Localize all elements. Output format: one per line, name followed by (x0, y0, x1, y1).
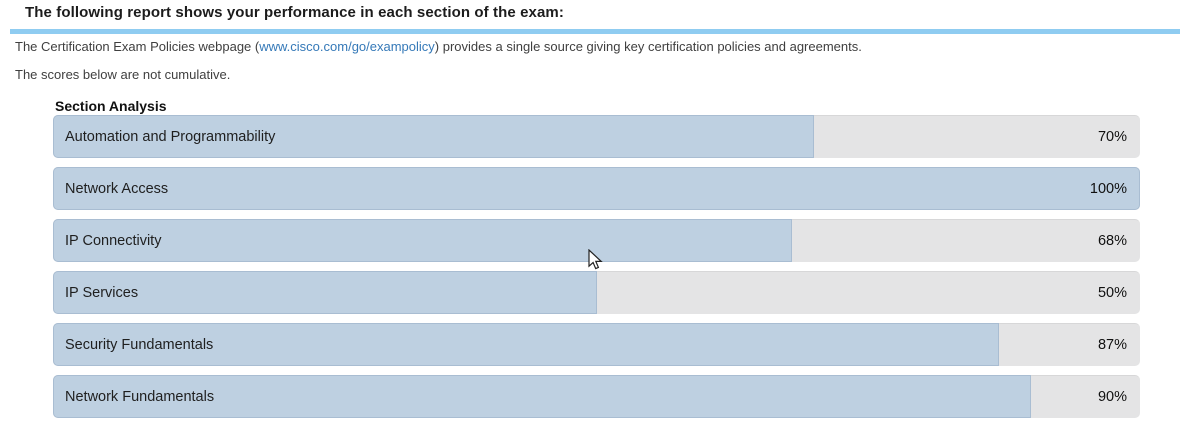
policy-text-after: ) provides a single source giving key ce… (434, 39, 862, 54)
section-bar-fill (53, 219, 793, 262)
section-bar-percent: 70% (1097, 129, 1127, 145)
page-title: The following report shows your performa… (25, 4, 564, 21)
cumulative-note: The scores below are not cumulative. (15, 67, 231, 82)
section-bar-row: IP Services 50% (53, 271, 1140, 314)
section-analysis-chart: Automation and Programmability 70% Netwo… (53, 115, 1140, 427)
section-bar-label: Automation and Programmability (65, 129, 276, 145)
section-bar-fill (53, 323, 999, 366)
section-bar-percent: 100% (1089, 181, 1127, 197)
section-bar-fill (53, 167, 1140, 210)
section-bar-label: Network Access (65, 181, 169, 197)
section-bar-row: IP Connectivity 68% (53, 219, 1140, 262)
section-bar-row: Network Fundamentals 90% (53, 375, 1140, 418)
title-divider (10, 29, 1180, 34)
section-bar-row: Security Fundamentals 87% (53, 323, 1140, 366)
section-bar-row: Network Access 100% (53, 167, 1140, 210)
section-bar-percent: 90% (1097, 389, 1127, 405)
section-bar-percent: 50% (1097, 285, 1127, 301)
section-bar-label: IP Connectivity (65, 233, 162, 249)
section-bar-label: Network Fundamentals (65, 389, 215, 405)
section-bar-row: Automation and Programmability 70% (53, 115, 1140, 158)
section-bar-fill (53, 271, 597, 314)
section-bar-fill (53, 375, 1032, 418)
section-bar-percent: 68% (1097, 233, 1127, 249)
section-bar-label: Security Fundamentals (65, 337, 214, 353)
section-bar-percent: 87% (1097, 337, 1127, 353)
policy-paragraph: The Certification Exam Policies webpage … (15, 39, 862, 54)
exam-policy-link[interactable]: www.cisco.com/go/exampolicy (259, 39, 435, 54)
policy-text-before: The Certification Exam Policies webpage … (15, 39, 260, 54)
section-bar-fill (53, 115, 814, 158)
section-bar-label: IP Services (65, 285, 139, 301)
section-analysis-heading: Section Analysis (55, 98, 167, 114)
